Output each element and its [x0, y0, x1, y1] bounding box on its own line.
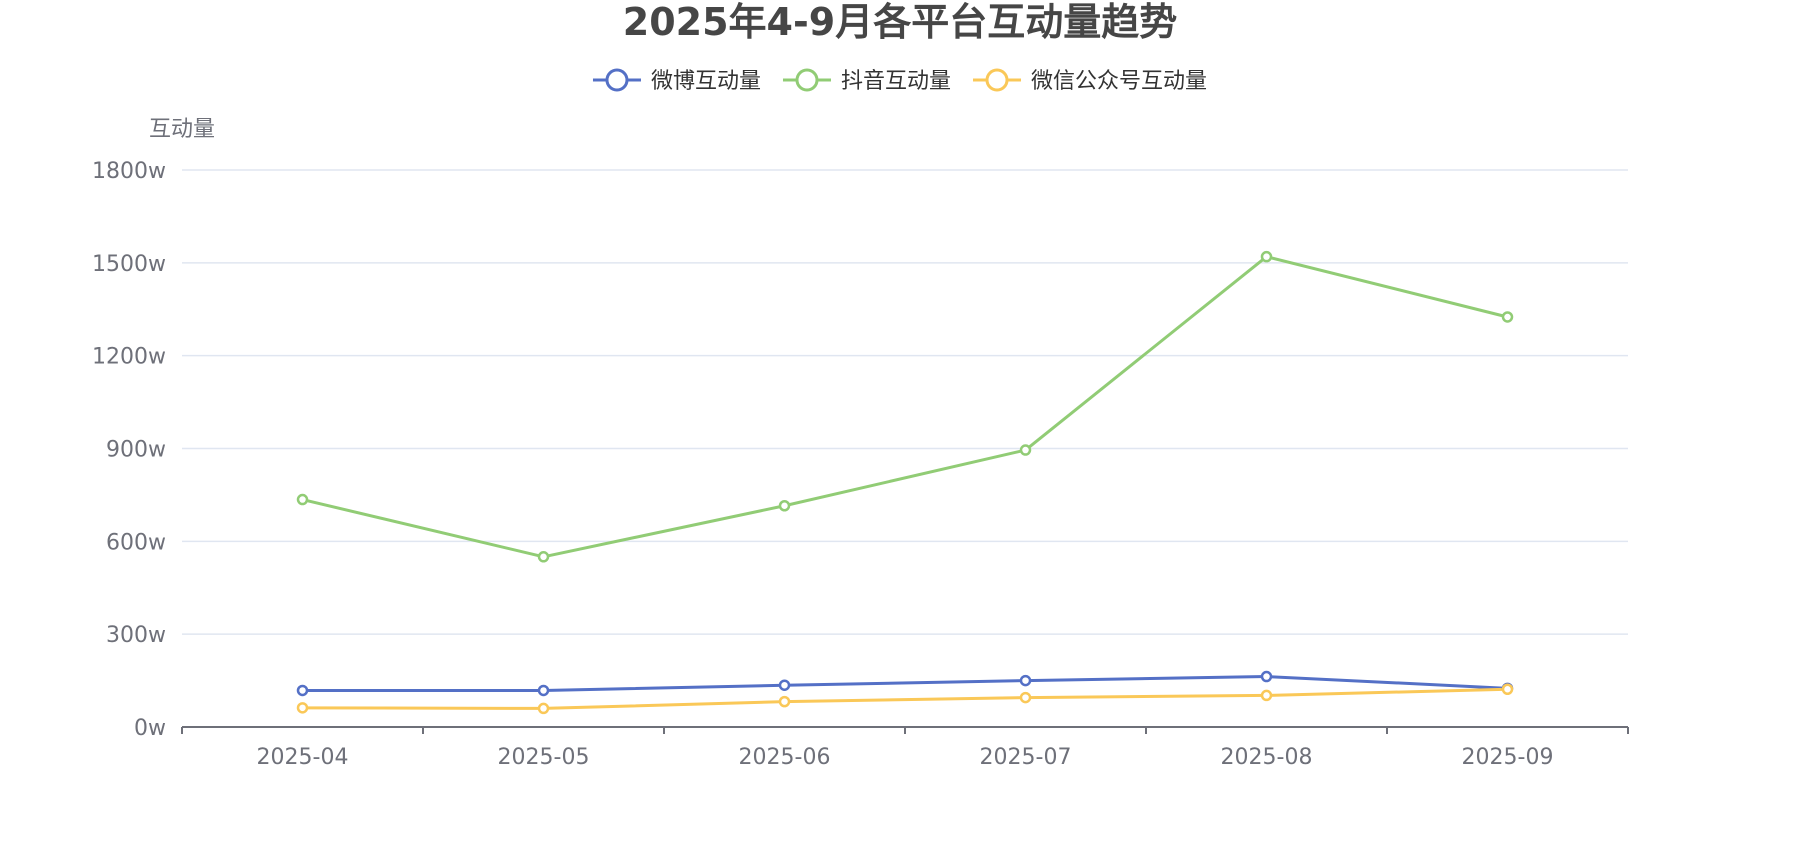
legend: 微博互动量 抖音互动量 微信公众号互动量 — [592, 68, 1207, 94]
y-tick-label: 300w — [106, 623, 166, 648]
grid-lines: 0w 300w 600w 900w 1200w 1500w 1800w — [92, 159, 1628, 741]
data-point — [1260, 250, 1273, 263]
series-group — [296, 250, 1514, 715]
legend-label: 微信公众号互动量 — [1031, 69, 1207, 94]
data-point — [1019, 691, 1032, 704]
data-point — [778, 499, 791, 512]
legend-icon-marker — [985, 68, 1009, 92]
x-tick-label: 2025-04 — [257, 745, 349, 770]
data-point — [1260, 670, 1273, 683]
data-point — [296, 684, 309, 697]
y-tick-label: 1500w — [92, 252, 166, 277]
data-point — [1260, 689, 1273, 702]
data-point — [1019, 444, 1032, 456]
x-tick-label: 2025-05 — [498, 745, 590, 770]
y-tick-label: 900w — [106, 438, 166, 463]
data-point — [1019, 674, 1032, 687]
chart-title: 2025年4-9月各平台互动量趋势 — [623, 0, 1177, 44]
data-point — [1501, 683, 1514, 695]
axes: 2025-04 2025-05 2025-06 2025-07 2025-08 2025-… — [181, 726, 1629, 770]
y-tick-label: 0w — [134, 716, 166, 741]
series-line — [302, 675, 1508, 692]
x-tick-label: 2025-09 — [1462, 745, 1554, 770]
series-line — [302, 255, 1508, 559]
x-tick-label: 2025-07 — [980, 745, 1072, 770]
x-tick-label: 2025-08 — [1221, 745, 1313, 770]
y-tick-label: 1200w — [92, 345, 166, 370]
x-tick-label: 2025-06 — [739, 745, 831, 770]
series-line — [302, 687, 1508, 710]
data-point — [537, 551, 550, 563]
data-point — [778, 695, 791, 708]
data-point — [296, 702, 309, 714]
legend-label: 微博互动量 — [651, 69, 761, 94]
legend-icon-marker — [605, 68, 629, 92]
y-tick-label: 1800w — [92, 159, 166, 184]
y-tick-label: 600w — [106, 530, 166, 555]
legend-label: 抖音互动量 — [841, 69, 951, 94]
data-point — [778, 679, 791, 691]
data-point — [537, 684, 550, 697]
data-point — [296, 493, 309, 506]
data-point — [537, 702, 550, 715]
legend-icon-marker — [795, 68, 819, 92]
y-axis-label: 互动量 — [149, 117, 215, 142]
data-point — [1501, 311, 1514, 323]
